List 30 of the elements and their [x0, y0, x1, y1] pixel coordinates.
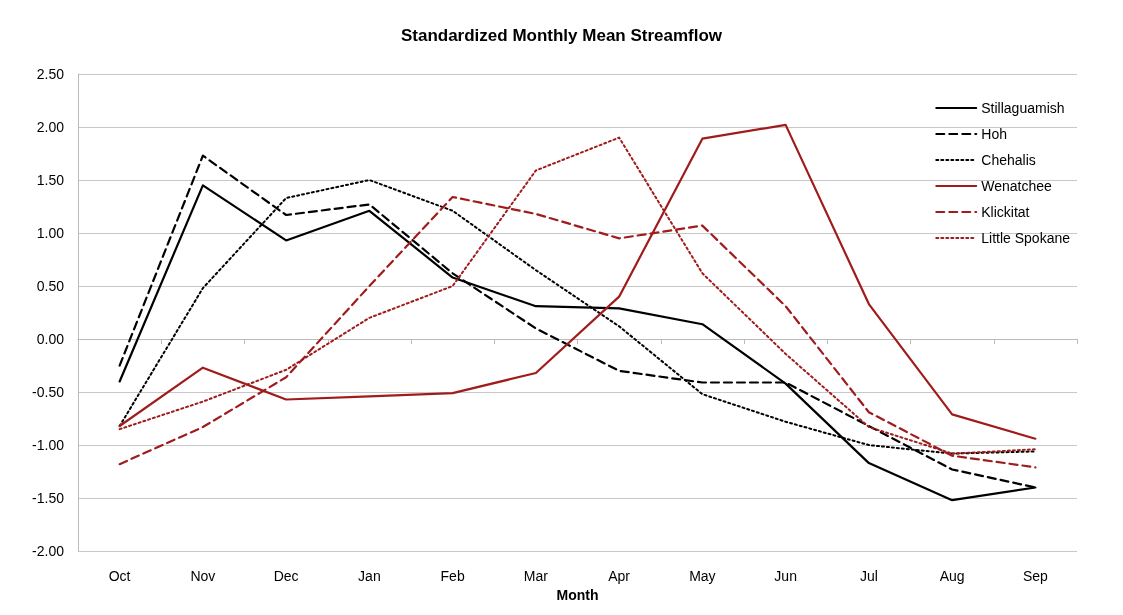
y-tick-label: -2.00: [32, 543, 65, 560]
legend-label: Wenatchee: [981, 178, 1053, 194]
x-tick-label: Feb: [440, 568, 465, 585]
y-tick-label: 0.50: [36, 278, 65, 295]
y-tick-label: 0.00: [36, 331, 65, 348]
legend-label: Hoh: [981, 126, 1007, 142]
y-tick-label: 2.50: [36, 66, 65, 82]
y-tick-label: 1.00: [36, 225, 65, 242]
y-tick-label: -1.50: [32, 490, 65, 507]
x-tick-label: Dec: [273, 568, 299, 585]
x-tick-label: Aug: [939, 568, 965, 585]
x-tick-label: Jan: [358, 568, 381, 585]
x-axis-title: Month: [556, 587, 599, 603]
x-tick-label: Jul: [859, 568, 878, 585]
x-tick-label: Nov: [190, 568, 216, 585]
legend-label: Klickitat: [981, 204, 1030, 220]
legend-label: Chehalis: [981, 152, 1036, 168]
legend-label: Little Spokane: [981, 230, 1071, 246]
y-tick-label: -0.50: [32, 384, 65, 401]
legend-label: Stillaguamish: [981, 100, 1065, 116]
x-tick-label: Sep: [1022, 568, 1049, 585]
chart-title: Standardized Monthly Mean Streamflow: [400, 26, 723, 45]
x-tick-label: May: [689, 568, 716, 585]
x-tick-label: Apr: [608, 568, 631, 585]
x-tick-label: Mar: [523, 568, 549, 585]
y-tick-label: -1.00: [32, 437, 65, 454]
y-tick-label: 2.00: [36, 119, 65, 136]
y-tick-label: 1.50: [36, 172, 65, 189]
x-tick-label: Oct: [108, 568, 131, 585]
x-tick-label: Jun: [774, 568, 797, 585]
